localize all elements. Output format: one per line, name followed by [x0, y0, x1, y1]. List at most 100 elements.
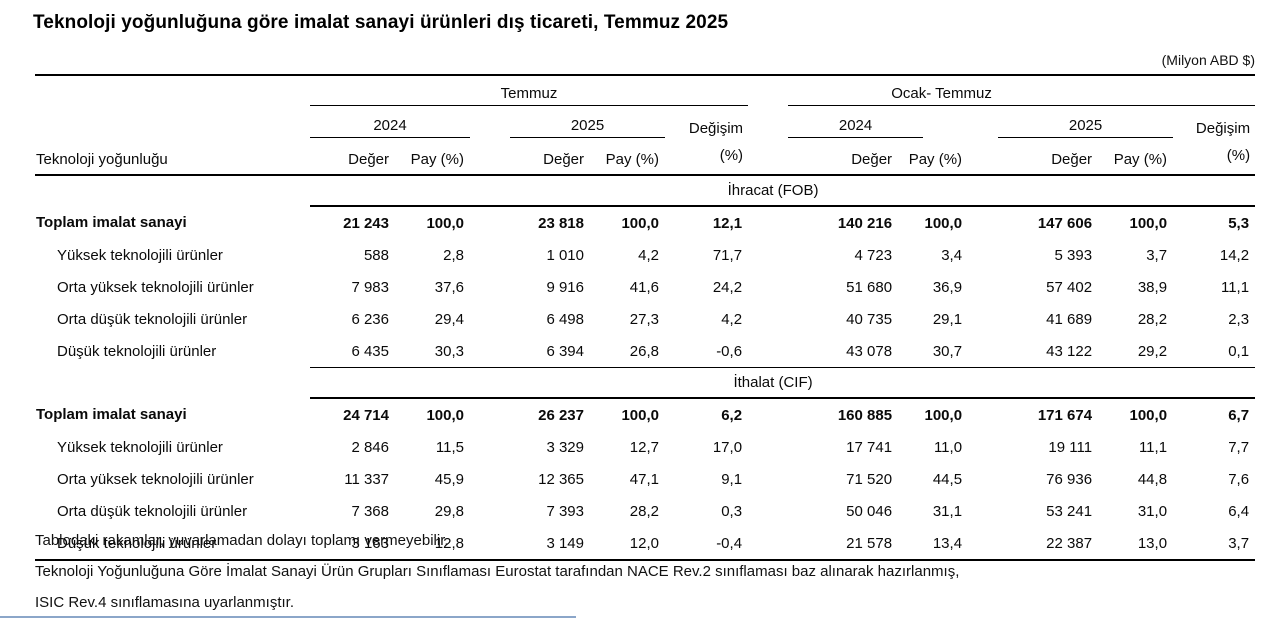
value-cell: -0,4 — [665, 527, 749, 561]
group-temmuz-label: Temmuz — [310, 85, 749, 106]
section-spacer — [35, 368, 310, 399]
value-cell: 11 337 — [344, 470, 389, 488]
value-cell: 12,0 — [590, 527, 665, 561]
value-cell: 7 983 — [351, 278, 389, 296]
value-cell: 22 387 — [968, 527, 1099, 561]
table-row: Yüksek teknolojili ürünler 2 846 11,5 3 329… — [35, 431, 1255, 463]
value-cell: 71 520 — [846, 470, 893, 488]
table-body: İhracat (FOB) Toplam imalat sanayi 21 243 1… — [35, 175, 1256, 561]
value-cell: 11,5 — [435, 438, 464, 456]
column-gap — [748, 527, 789, 561]
row-label: Düşük teknolojili ürünler — [35, 527, 310, 561]
value-cell: 3 329 — [546, 438, 584, 456]
value-cell: 30,3 — [434, 342, 464, 360]
value-cell: 14,2 — [1219, 246, 1250, 264]
value-cell: 140 216 — [837, 214, 893, 232]
year-ot-2025: 2025 — [968, 106, 1174, 138]
column-gap — [748, 463, 788, 495]
value-cell: 57 402 — [1046, 278, 1093, 296]
value-cell: 29,2 — [1137, 342, 1168, 360]
value-cell: 11,1 — [1138, 438, 1168, 456]
value-cell: -0,6 — [716, 342, 743, 360]
section-spacer — [35, 175, 310, 206]
column-gap — [748, 239, 788, 271]
value-cell: 7,6 — [1228, 470, 1250, 488]
value-cell: 29,1 — [932, 310, 963, 328]
value-cell: 5 393 — [1054, 246, 1093, 264]
value-cell: 12,7 — [629, 438, 659, 456]
unit-note: (Milyon ABD $) — [1161, 52, 1255, 68]
value-cell: 4,2 — [721, 310, 743, 328]
footnote-rounding: Tablodaki rakamlar, yuvarlamadan dolayı … — [35, 532, 449, 549]
value-cell: 5,3 — [1228, 214, 1250, 232]
year-ot-2025-label: 2025 — [998, 117, 1174, 138]
column-gap — [748, 335, 788, 368]
table-row: Toplam imalat sanayi 24 714 100,0 26 237 100… — [35, 398, 1255, 431]
pay-header: Pay (%) — [898, 138, 969, 176]
value-cell: 43 078 — [846, 342, 893, 360]
value-cell: 11,0 — [933, 438, 963, 456]
header-group-row: Teknoloji yoğunluğu Temmuz Ocak- Temmuz — [35, 75, 1256, 176]
value-cell: 28,2 — [1137, 310, 1168, 328]
value-cell: 76 936 — [1046, 470, 1093, 488]
value-cell: 44,8 — [1137, 470, 1168, 488]
value-cell: 44,5 — [932, 470, 963, 488]
value-cell: 0,3 — [721, 502, 743, 520]
value-cell: 6,2 — [721, 406, 743, 424]
value-cell: 26,8 — [629, 342, 659, 360]
header-gap — [748, 106, 788, 138]
column-gap — [748, 303, 788, 335]
value-cell: 47,1 — [629, 470, 659, 488]
value-cell: 2,3 — [1228, 310, 1250, 328]
value-cell: 100,0 — [621, 406, 659, 424]
row-label: Toplam imalat sanayi — [36, 406, 187, 423]
year-t-2025: 2025 — [470, 106, 665, 138]
header-measure-row: Değer Pay (%) Değer Pay (%) Değer Pay (%… — [35, 138, 1255, 176]
value-cell: 9,1 — [721, 470, 743, 488]
change-unit-label: (%) — [719, 147, 744, 164]
value-cell: 71,7 — [712, 246, 743, 264]
row-label: Yüksek teknolojili ürünler — [57, 438, 223, 456]
value-cell: 6 498 — [546, 310, 584, 328]
value-cell: 2,8 — [443, 246, 464, 264]
section-title: İhracat (FOB) — [310, 175, 1256, 207]
value-cell: 29,4 — [434, 310, 464, 328]
value-cell: 3,7 — [1146, 246, 1168, 264]
bottom-divider — [0, 616, 576, 618]
footnote-classification-2: ISIC Rev.4 sınıflamasına uyarlanmıştır. — [35, 594, 294, 611]
value-cell: 11,1 — [1220, 278, 1250, 296]
value-cell: 12,1 — [712, 214, 743, 232]
table-row: Orta düşük teknolojili ürünler 6 236 29,4 6… — [35, 303, 1255, 335]
value-cell: 1 010 — [546, 246, 584, 264]
table-row: Düşük teknolojili ürünler 6 435 30,3 6 394 2… — [35, 335, 1255, 368]
value-cell: 100,0 — [1129, 406, 1168, 424]
change-label: Değişim — [1195, 120, 1251, 137]
value-cell: 9 916 — [546, 278, 584, 296]
column-gap — [748, 206, 788, 239]
value-cell: 100,0 — [621, 214, 659, 232]
change-header-ocak-temmuz: Değişim (%) — [1173, 106, 1256, 176]
value-cell: 6,7 — [1228, 406, 1250, 424]
value-cell: 12 365 — [538, 470, 584, 488]
value-cell: 24 714 — [343, 406, 389, 424]
row-label: Yüksek teknolojili ürünler — [57, 246, 223, 264]
deger-header: Değer — [788, 138, 899, 176]
value-cell: 51 680 — [846, 278, 893, 296]
value-cell: 37,6 — [434, 278, 464, 296]
year-t-2024-label: 2024 — [310, 117, 470, 138]
value-cell: 160 885 — [837, 406, 893, 424]
pay-header: Pay (%) — [1098, 138, 1174, 176]
footnotes: Tablodaki rakamlar, yuvarlamadan dolayı … — [35, 530, 959, 623]
value-cell: 3 163 — [310, 527, 395, 561]
group-temmuz: Temmuz — [310, 75, 749, 106]
section-title: İthalat (CIF) — [310, 367, 1256, 399]
value-cell: 45,9 — [434, 470, 464, 488]
value-cell: 31,1 — [932, 502, 963, 520]
value-cell: 38,9 — [1137, 278, 1168, 296]
value-cell: 4 723 — [854, 246, 893, 264]
value-cell: 100,0 — [924, 406, 963, 424]
value-cell: 6 394 — [546, 342, 584, 360]
header-year-row: 2024 2025 Değişim (%) 2024 2025 Değişim … — [35, 106, 1256, 176]
row-label: Orta düşük teknolojili ürünler — [57, 502, 248, 520]
value-cell: 4,2 — [638, 246, 659, 264]
